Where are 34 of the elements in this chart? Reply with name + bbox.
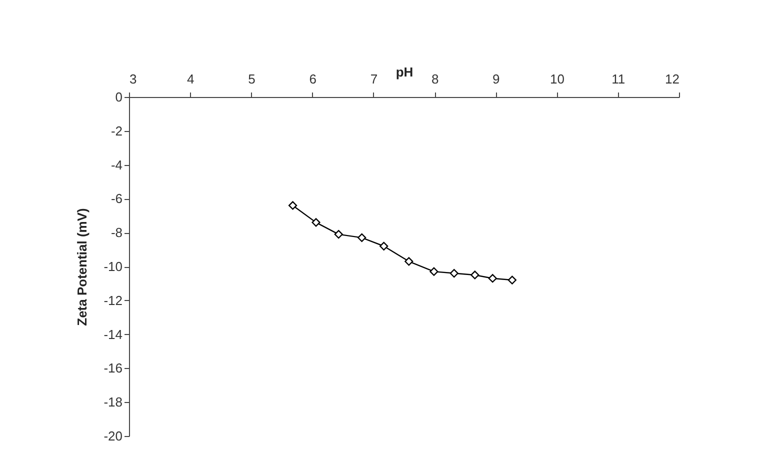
x-tick-label: 6 bbox=[309, 72, 316, 86]
x-tick-label: 9 bbox=[492, 72, 500, 86]
x-tick-label: 4 bbox=[186, 72, 194, 86]
point bbox=[450, 268, 458, 278]
point bbox=[358, 233, 366, 242]
y-tick-label: -12 bbox=[104, 292, 122, 308]
point bbox=[380, 242, 388, 250]
x-tick-label: 10 bbox=[550, 72, 565, 86]
y-tick-label: -4 bbox=[110, 157, 122, 172]
y-tick-label: -14 bbox=[104, 326, 122, 342]
y-tick-label: 0 bbox=[115, 90, 122, 104]
x-tick-label: 3 bbox=[130, 72, 137, 86]
y-tick-label: -10 bbox=[104, 259, 122, 274]
y-tick-label: -18 bbox=[104, 394, 122, 410]
x-tick-label: 5 bbox=[248, 72, 256, 86]
y-tick-label: -20 bbox=[104, 428, 122, 444]
y-tick-label: -6 bbox=[110, 191, 122, 206]
point bbox=[508, 276, 516, 284]
point bbox=[470, 270, 480, 280]
point bbox=[430, 267, 438, 276]
x-tick-label: 11 bbox=[612, 72, 626, 86]
x-tick-label: 8 bbox=[431, 72, 439, 86]
x-axis-title: pH bbox=[396, 64, 414, 80]
point bbox=[404, 257, 414, 266]
x-tick-label: 7 bbox=[370, 72, 378, 86]
point bbox=[334, 230, 343, 239]
y-tick-label: -2 bbox=[110, 123, 122, 138]
point bbox=[312, 218, 320, 227]
point bbox=[488, 274, 497, 283]
y-tick-label: -8 bbox=[110, 225, 122, 240]
x-tick-label: 12 bbox=[665, 72, 680, 86]
point bbox=[288, 201, 298, 210]
y-axis-title: Zeta Potential (mV) bbox=[74, 208, 90, 326]
y-tick-label: -16 bbox=[104, 360, 122, 376]
